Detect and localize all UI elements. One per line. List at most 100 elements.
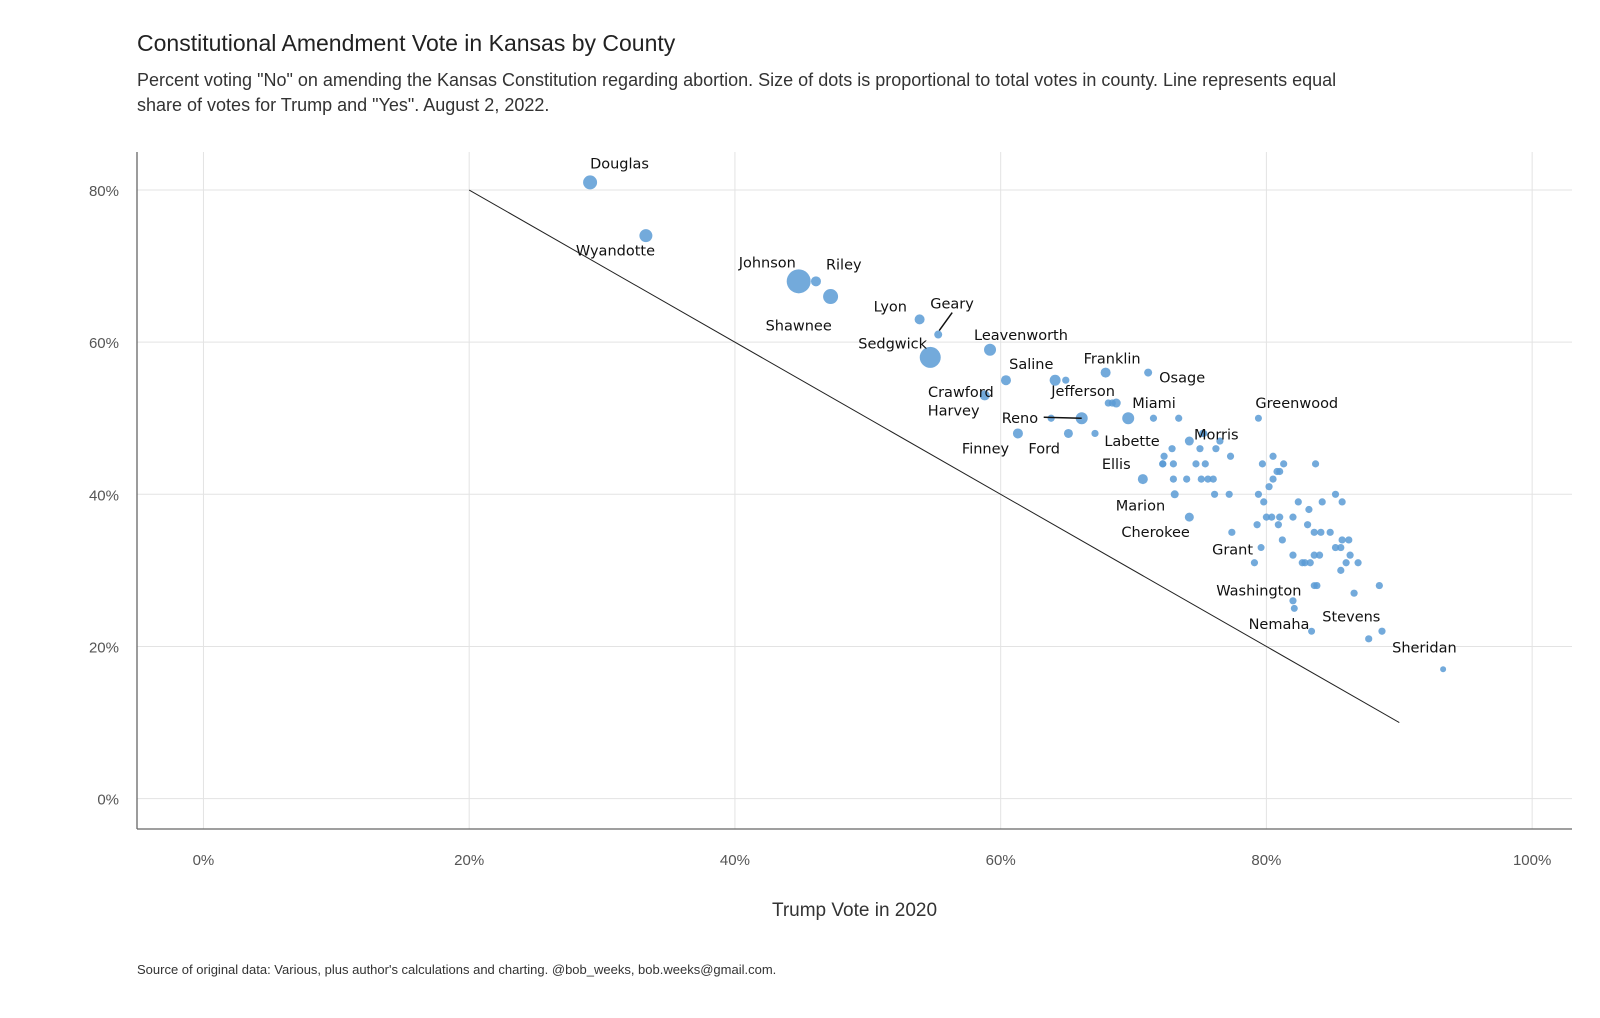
- label-franklin: Franklin: [1084, 352, 1141, 368]
- data-point: [1276, 513, 1284, 521]
- data-points: [583, 175, 1447, 673]
- data-point: [1294, 498, 1302, 506]
- geary-leader: [938, 312, 953, 332]
- data-point: [1274, 521, 1282, 529]
- data-point-harvey: [979, 390, 990, 401]
- label-reno: Reno: [1002, 411, 1039, 427]
- data-point-crawford: [1000, 375, 1011, 386]
- label-wyandotte: Wyandotte: [576, 244, 655, 260]
- axes: [136, 152, 1572, 830]
- data-point: [1318, 498, 1326, 506]
- data-point: [1280, 460, 1288, 468]
- data-point-stevens: [1290, 604, 1298, 612]
- x-axis-title: Trump Vote in 2020: [772, 900, 937, 921]
- label-cherokee: Cherokee: [1121, 525, 1190, 541]
- data-point-labette: [1184, 436, 1194, 446]
- y-tick-label: 80%: [89, 183, 119, 200]
- data-point: [1310, 551, 1318, 559]
- data-point: [1338, 536, 1346, 544]
- label-crawford: Crawford: [928, 385, 994, 401]
- data-point-johnson: [786, 269, 811, 294]
- data-point: [1254, 490, 1263, 498]
- data-point-ellis: [1137, 474, 1148, 485]
- label-osage: Osage: [1159, 371, 1205, 387]
- label-miami: Miami: [1132, 396, 1176, 412]
- data-point: [1250, 559, 1259, 567]
- data-point: [1289, 513, 1297, 521]
- data-point: [1201, 460, 1209, 468]
- data-point: [1169, 460, 1177, 468]
- data-point-franklin: [1100, 367, 1111, 378]
- data-point: [1225, 490, 1233, 498]
- data-point: [1062, 376, 1070, 384]
- x-tick-label: 0%: [193, 852, 215, 869]
- data-point: [1253, 521, 1261, 529]
- data-point-sheridan: [1440, 666, 1447, 673]
- x-tick-label: 60%: [986, 852, 1016, 869]
- x-tick-label: 40%: [720, 852, 750, 869]
- x-tick-label: 100%: [1513, 852, 1551, 869]
- data-point: [1317, 528, 1325, 536]
- label-stevens: Stevens: [1322, 609, 1380, 625]
- data-point: [1212, 445, 1220, 453]
- data-point: [1209, 475, 1217, 483]
- label-lyon: Lyon: [874, 299, 907, 315]
- data-point-geary: [934, 330, 943, 339]
- label-douglas: Douglas: [590, 156, 649, 172]
- data-point-sedgwick: [919, 346, 941, 368]
- data-point: [1183, 475, 1191, 483]
- data-point-saline: [1049, 374, 1061, 386]
- data-point: [1331, 490, 1340, 498]
- data-point: [1210, 490, 1219, 498]
- reference-line: [468, 189, 1400, 723]
- data-point: [1365, 635, 1373, 643]
- data-point: [1310, 528, 1318, 536]
- label-ellis: Ellis: [1102, 457, 1131, 473]
- data-point: [1149, 414, 1158, 422]
- reference-line-group: [468, 189, 1400, 723]
- data-point-finney: [1012, 428, 1023, 439]
- data-point-grant: [1257, 544, 1265, 552]
- data-point: [1226, 452, 1235, 460]
- data-point: [1047, 414, 1055, 422]
- data-point: [1169, 475, 1177, 483]
- label-shawnee: Shawnee: [766, 319, 832, 335]
- data-point: [1375, 581, 1383, 590]
- label-sedgwick: Sedgwick: [858, 336, 927, 352]
- label-nemaha: Nemaha: [1249, 617, 1310, 633]
- data-point: [1269, 475, 1277, 483]
- data-point-douglas: [583, 175, 598, 190]
- data-point-ford: [1063, 428, 1073, 438]
- data-point: [1265, 483, 1273, 491]
- reno-leader: [1043, 416, 1082, 419]
- data-point: [1204, 475, 1212, 483]
- label-labette: Labette: [1104, 434, 1159, 450]
- label-ford: Ford: [1028, 441, 1060, 457]
- label-riley: Riley: [826, 257, 862, 273]
- y-tick-label: 0%: [97, 792, 119, 809]
- data-point: [1342, 559, 1350, 567]
- label-finney: Finney: [962, 441, 1010, 457]
- data-point-osage: [1144, 368, 1153, 377]
- data-point: [1104, 399, 1112, 407]
- data-point: [1289, 551, 1297, 559]
- data-point: [1216, 437, 1224, 445]
- data-point-wyandotte: [639, 229, 653, 243]
- label-saline: Saline: [1009, 357, 1053, 373]
- label-geary: Geary: [930, 297, 974, 313]
- data-point-washington: [1310, 582, 1318, 590]
- data-point-nemaha: [1308, 627, 1316, 635]
- data-point: [1175, 414, 1183, 422]
- x-tick-label: 20%: [454, 852, 484, 869]
- data-point: [1091, 429, 1099, 438]
- data-point: [1337, 543, 1345, 552]
- label-grant: Grant: [1212, 543, 1253, 559]
- data-point: [1303, 521, 1312, 529]
- x-tick-label: 80%: [1251, 852, 1281, 869]
- label-harvey: Harvey: [928, 403, 980, 419]
- data-point: [1269, 452, 1277, 460]
- data-point-morris: [1200, 429, 1208, 437]
- data-point: [1350, 589, 1358, 597]
- data-point-greenwood: [1254, 414, 1262, 422]
